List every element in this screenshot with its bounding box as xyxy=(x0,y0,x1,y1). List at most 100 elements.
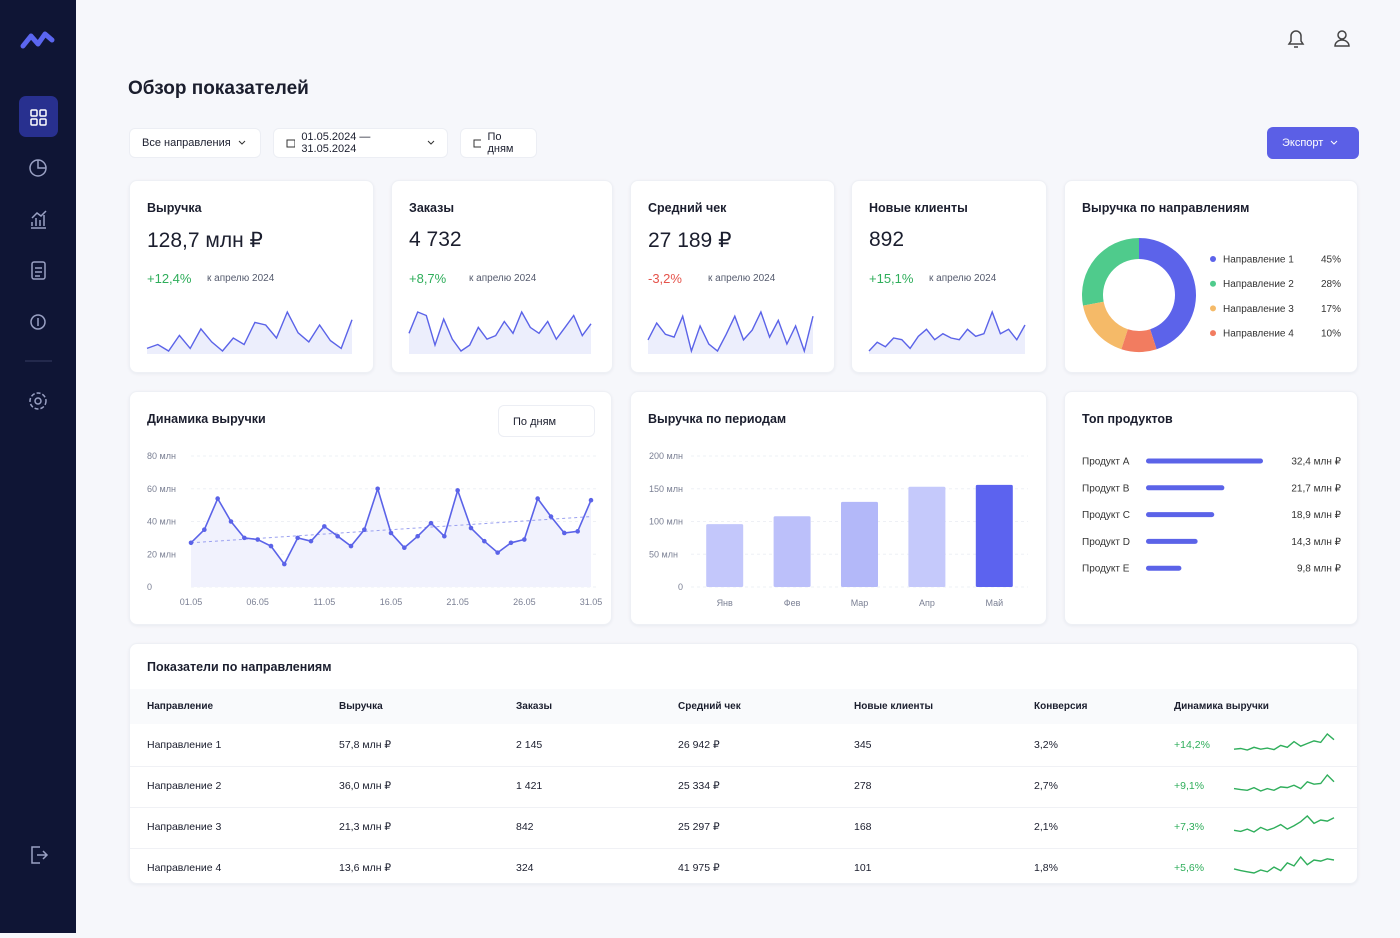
row-separator xyxy=(130,807,1357,808)
granularity-dropdown[interactable]: По дням xyxy=(498,405,595,437)
point xyxy=(255,537,260,542)
kpi-value: 27 189 ₽ xyxy=(648,229,732,252)
legend-value: 45% xyxy=(1321,255,1341,266)
table-cell: 13,6 млн ₽ xyxy=(339,862,392,874)
sparkline xyxy=(1233,732,1335,751)
line-card: Динамика выручки По дням 0 20 млн 40 млн 60 м… xyxy=(129,391,612,625)
sparkline-line xyxy=(408,310,592,352)
table-cell: 57,8 млн ₽ xyxy=(339,739,392,751)
table-header-row xyxy=(130,689,1357,724)
bar xyxy=(1146,565,1182,571)
point xyxy=(375,486,380,492)
point xyxy=(268,543,274,549)
point xyxy=(548,514,554,519)
nav-analytics[interactable] xyxy=(31,210,47,229)
period-filter[interactable]: 01.05.2024 — 31.05.2024 xyxy=(273,128,448,158)
sparkline xyxy=(1233,815,1335,833)
point xyxy=(495,550,500,555)
y-tick-label: 200 млн xyxy=(649,451,683,461)
nav-docs[interactable] xyxy=(31,261,46,280)
table-cell: +7,3% xyxy=(1174,821,1205,833)
sparkline-area xyxy=(869,312,1025,354)
table-cell: 278 xyxy=(854,780,872,792)
bar xyxy=(706,524,744,587)
table-card: Показатели по направлениям Направление Выр… xyxy=(129,643,1358,884)
table-cell: 1 421 xyxy=(516,780,543,792)
nav-logout[interactable] xyxy=(31,846,49,864)
row-separator xyxy=(130,766,1357,767)
button-label: Экспорт xyxy=(1282,137,1324,149)
calendar-icon xyxy=(286,139,296,148)
x-tick-label: 06.05 xyxy=(246,597,269,607)
point xyxy=(188,540,194,546)
legend-label: Направление 3 xyxy=(1223,304,1294,315)
column-header: Заказы xyxy=(516,701,553,712)
y-tick-label: 0 xyxy=(147,582,152,592)
bell[interactable] xyxy=(1287,30,1305,48)
sparkline-area xyxy=(648,312,813,354)
chart-title: Динамика выручки xyxy=(147,412,266,426)
y-tick-label: 20 млн xyxy=(147,549,176,559)
top-products-card: Топ продуктов Продукт A 32,4 млн ₽ Продукт … xyxy=(1064,391,1358,625)
x-tick-label: Апр xyxy=(919,598,935,608)
column-header: Выручка xyxy=(339,701,383,712)
bar-label: Продукт A xyxy=(1082,457,1130,468)
kpi-note: к апрелю 2024 xyxy=(469,273,537,284)
point xyxy=(282,561,287,567)
table-cell: +9,1% xyxy=(1174,780,1205,792)
x-tick-label: Янв xyxy=(717,598,733,608)
point xyxy=(535,496,540,501)
value-label: 18,9 млн ₽ xyxy=(1291,510,1341,521)
donut-segment xyxy=(1082,238,1139,306)
filter-label: По дням xyxy=(487,131,514,155)
table-cell: +5,6% xyxy=(1174,862,1205,874)
y-tick-label: 0 xyxy=(678,582,683,592)
kpi-value: 892 xyxy=(869,228,905,251)
kpi-change: +12,4% xyxy=(147,271,192,286)
point xyxy=(428,520,434,526)
chart-title: Выручка по направлениям xyxy=(1082,201,1250,215)
nav-active[interactable] xyxy=(19,96,58,137)
kpi-card: Средний чек 27 189 ₽ -3,2% к апрелю 2024 xyxy=(630,180,835,373)
granularity-filter[interactable]: По дням xyxy=(460,128,537,158)
bar-chart: 0 50 млн 100 млн 150 млн 200 млн Янв Фев Мар Апр… xyxy=(649,451,1028,608)
nav-finance[interactable] xyxy=(30,314,46,330)
point xyxy=(295,535,300,541)
point xyxy=(242,535,247,541)
column-header: Конверсия xyxy=(1034,701,1088,712)
x-tick-label: 16.05 xyxy=(380,597,403,607)
y-tick-label: 100 млн xyxy=(649,517,683,527)
user[interactable] xyxy=(1337,30,1347,40)
y-tick-label: 80 млн xyxy=(147,451,176,461)
kpi-note: к апрелю 2024 xyxy=(929,273,997,284)
export-button[interactable]: Экспорт xyxy=(1267,127,1359,159)
column-header: Новые клиенты xyxy=(854,701,934,712)
legend-value: 28% xyxy=(1321,279,1341,290)
point xyxy=(588,497,594,503)
point xyxy=(508,540,514,546)
x-tick-label: Мар xyxy=(851,598,869,608)
y-tick-label: 40 млн xyxy=(147,517,176,527)
kpi-card: Новые клиенты 892 +15,1% к апрелю 2024 xyxy=(851,180,1047,373)
value-label: 32,4 млн ₽ xyxy=(1291,457,1341,468)
bar xyxy=(1146,458,1263,464)
calendar-icon xyxy=(473,139,482,148)
table-cell: 2 145 xyxy=(516,739,543,751)
value-label: 14,3 млн ₽ xyxy=(1291,537,1341,548)
table-cell: 168 xyxy=(854,821,872,833)
nav-settings[interactable] xyxy=(34,397,42,405)
y-tick-label: 60 млн xyxy=(147,484,176,494)
donut-segment xyxy=(1139,238,1196,350)
table-cell: Направление 4 xyxy=(147,862,222,874)
sparkline xyxy=(1233,855,1335,874)
x-tick-label: 21.05 xyxy=(446,597,469,607)
column-header: Средний чек xyxy=(678,701,741,712)
point xyxy=(482,538,487,544)
donut-card: Выручка по направлениям Направление 1 45% Н… xyxy=(1064,180,1358,373)
chevron xyxy=(1330,140,1338,145)
point xyxy=(455,488,460,493)
sparkline-line xyxy=(1233,815,1335,833)
direction-filter[interactable]: Все направления xyxy=(129,128,261,158)
